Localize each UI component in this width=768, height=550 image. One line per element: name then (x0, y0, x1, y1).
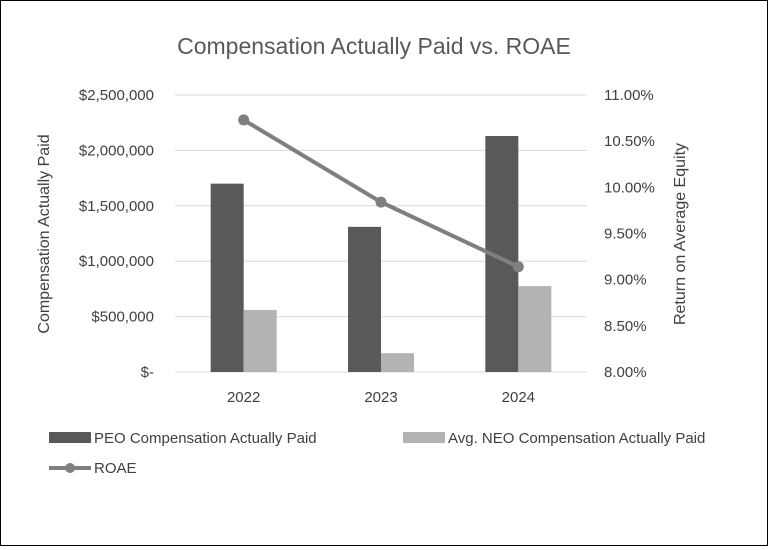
left-tick-label: $500,000 (91, 309, 154, 326)
legend-swatch-roae-marker (65, 463, 75, 473)
chart-title: Compensation Actually Paid vs. ROAE (177, 33, 571, 59)
right-tick-label: 10.50% (604, 133, 655, 150)
legend-label-roae: ROAE (94, 460, 137, 477)
roae-line-series (238, 114, 524, 273)
right-axis-ticks: 8.00% 8.50% 9.00% 9.50% 10.00% 10.50% 11.00% (604, 87, 655, 381)
right-tick-label: 9.50% (604, 226, 647, 243)
left-axis-ticks: $- $500,000 $1,000,000 $1,500,000 $2,000,000… (79, 87, 154, 381)
bar-neo-2022 (243, 309, 277, 372)
x-axis-ticks: 2022 2023 2024 (227, 389, 535, 406)
bar-neo-2024 (518, 286, 552, 372)
right-tick-label: 11.00% (604, 87, 654, 104)
roae-point-2023 (375, 196, 387, 208)
x-tick-label: 2024 (502, 389, 535, 406)
x-tick-label: 2023 (364, 389, 397, 406)
roae-point-2022 (238, 114, 250, 126)
left-tick-label: $1,000,000 (79, 253, 154, 270)
bar-peo-2022 (210, 183, 244, 372)
legend-swatch-peo (49, 432, 91, 443)
right-tick-label: 8.50% (604, 318, 647, 335)
legend-label-peo: PEO Compensation Actually Paid (94, 430, 317, 447)
bar-neo-2023 (381, 353, 414, 372)
bar-peo-2023 (348, 226, 381, 372)
x-tick-label: 2022 (227, 389, 260, 406)
right-axis-label: Return on Average Equity (672, 143, 689, 325)
right-tick-label: 10.00% (604, 179, 655, 196)
legend-label-neo: Avg. NEO Compensation Actually Paid (448, 430, 705, 447)
legend: PEO Compensation Actually Paid Avg. NEO … (49, 430, 705, 477)
left-tick-label: $2,500,000 (79, 87, 154, 104)
left-axis-label: Compensation Actually Paid (36, 134, 53, 333)
bars (210, 135, 552, 372)
roae-point-2024 (512, 261, 524, 273)
right-tick-label: 8.00% (604, 364, 647, 381)
left-tick-label: $- (141, 364, 154, 381)
left-tick-label: $2,000,000 (79, 142, 154, 159)
legend-swatch-neo (403, 432, 445, 443)
right-tick-label: 9.00% (604, 272, 647, 289)
left-tick-label: $1,500,000 (79, 198, 154, 215)
